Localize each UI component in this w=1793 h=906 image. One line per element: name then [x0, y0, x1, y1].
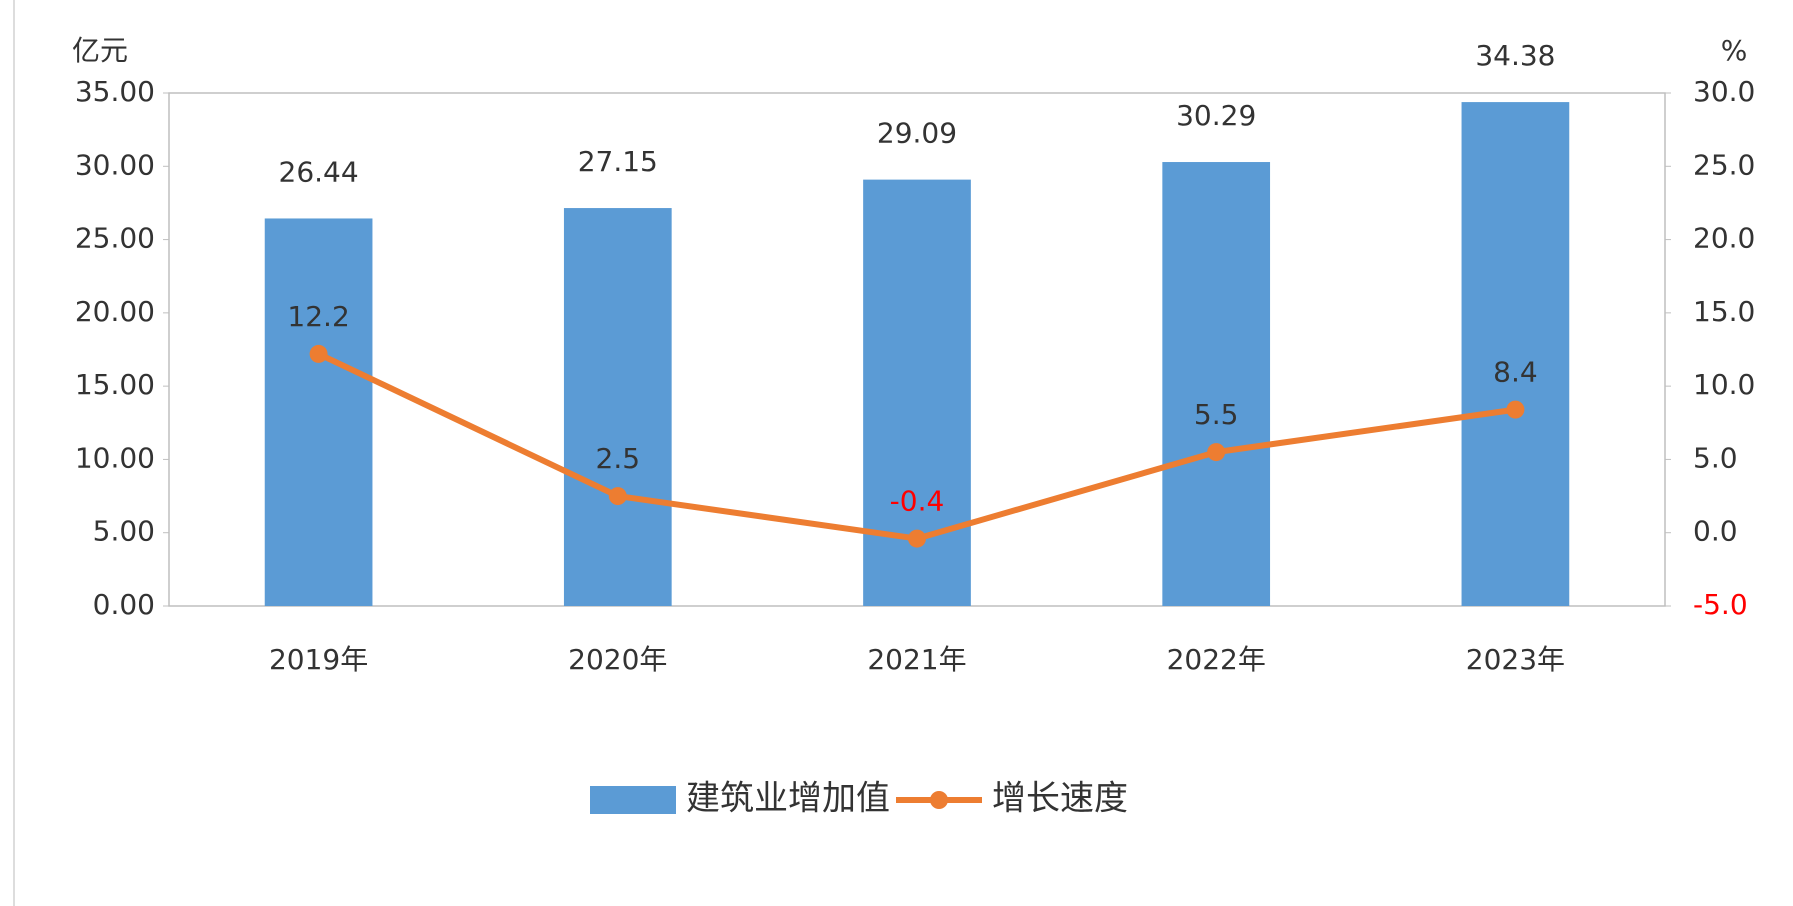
y2-tick-label: 5.0: [1693, 441, 1738, 474]
line-value-label: 2.5: [596, 442, 641, 475]
bar: [1461, 102, 1570, 606]
bar-value-label: 30.29: [1176, 99, 1256, 132]
x-tick-label: 2021年: [867, 643, 966, 676]
x-tick-label: 2022年: [1167, 643, 1266, 676]
x-tick-label: 2019年: [269, 643, 368, 676]
line-marker: [309, 344, 328, 363]
y-tick-label: 30.00: [75, 148, 155, 181]
line-value-label: 8.4: [1493, 356, 1538, 389]
bar-value-label: 34.38: [1475, 39, 1555, 72]
legend-swatch: [590, 786, 676, 814]
y2-tick-label: 20.0: [1693, 222, 1755, 255]
y2-axis-unit: %: [1721, 34, 1748, 67]
line-marker: [908, 529, 926, 548]
line-marker: [1207, 443, 1226, 462]
line-value-label: 5.5: [1194, 398, 1239, 431]
y2-tick-label: 0.0: [1693, 515, 1738, 548]
bar-value-label: 27.15: [578, 145, 658, 178]
y2-tick-label: 15.0: [1693, 295, 1755, 328]
bar: [563, 208, 672, 606]
y-tick-label: 5.00: [93, 515, 155, 548]
line-marker: [608, 487, 627, 506]
legend-label: 建筑业增加值: [686, 779, 890, 819]
y-tick-label: 20.00: [75, 295, 155, 328]
y-tick-label: 25.00: [75, 222, 155, 255]
y2-tick-label: 30.0: [1693, 75, 1755, 108]
line-value-label: -0.4: [890, 485, 945, 518]
y-tick-label: 10.00: [75, 441, 155, 474]
y-tick-label: 15.00: [75, 368, 155, 401]
line-marker: [1506, 400, 1525, 419]
bar-value-label: 29.09: [877, 117, 957, 150]
legend-label: 增长速度: [992, 779, 1128, 819]
bar: [264, 218, 373, 606]
bar-value-label: 26.44: [279, 155, 359, 188]
y-tick-label: 35.00: [75, 75, 155, 108]
x-tick-label: 2020年: [568, 643, 667, 676]
line-value-label: 12.2: [287, 300, 349, 333]
x-tick-label: 2023年: [1466, 643, 1565, 676]
legend-marker: [930, 791, 948, 809]
y2-tick-label: 10.0: [1693, 368, 1755, 401]
y-tick-label: 0.00: [93, 588, 155, 621]
y2-tick-label: -5.0: [1693, 588, 1748, 621]
y-axis-unit: 亿元: [72, 34, 128, 67]
bar: [1162, 162, 1271, 606]
y2-tick-label: 25.0: [1693, 148, 1755, 181]
